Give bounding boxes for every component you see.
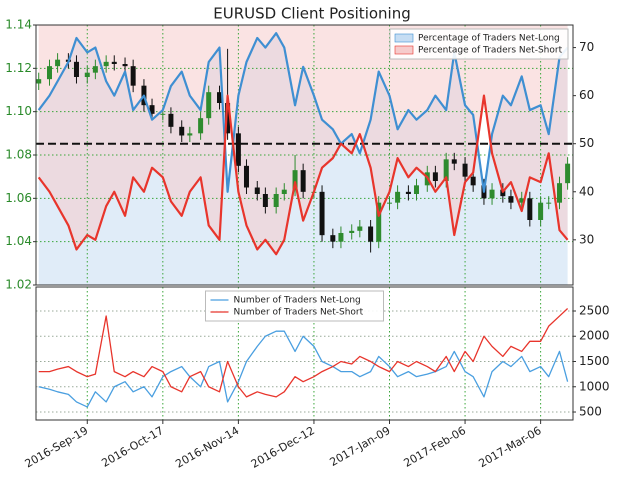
candle-body bbox=[122, 64, 128, 67]
candle-body bbox=[55, 59, 61, 67]
x-tick-label: 2017-Feb-06 bbox=[401, 424, 468, 470]
candle-body bbox=[395, 191, 401, 203]
y2-tick-label: 70 bbox=[579, 40, 594, 54]
legend-box bbox=[205, 290, 384, 322]
candle-body bbox=[500, 189, 506, 197]
y-tick-label: 1000 bbox=[579, 379, 610, 393]
y-tick-label: 1.02 bbox=[5, 278, 32, 292]
candle-body bbox=[432, 172, 438, 181]
candle-body bbox=[179, 126, 185, 136]
x-tick-label: 2016-Oct-17 bbox=[99, 424, 165, 470]
candle-body bbox=[519, 198, 525, 203]
candle-body bbox=[206, 92, 212, 119]
legend-label: Number of Traders Net-Long bbox=[234, 296, 361, 306]
candle-body bbox=[470, 176, 476, 186]
y-tick-label: 500 bbox=[579, 405, 602, 419]
y-tick-label: 1.10 bbox=[5, 104, 32, 118]
y2-tick-label: 30 bbox=[579, 232, 594, 246]
candle-body bbox=[243, 165, 249, 188]
candle-body bbox=[368, 226, 374, 242]
candle-body bbox=[84, 72, 90, 77]
candle-body bbox=[216, 92, 222, 103]
candle-body bbox=[557, 183, 563, 203]
area bbox=[38, 25, 568, 255]
x-tick-label: 2016-Dec-12 bbox=[249, 424, 317, 471]
candle-body bbox=[160, 113, 166, 115]
line bbox=[37, 32, 569, 193]
candle-body bbox=[103, 61, 109, 67]
y-tick-label: 1.08 bbox=[5, 148, 32, 162]
candle-body bbox=[281, 189, 287, 194]
y-tick-label: 2000 bbox=[579, 329, 610, 343]
candle-body bbox=[92, 66, 98, 73]
y-tick-label: 1.12 bbox=[5, 61, 32, 75]
y2-tick-label: 60 bbox=[579, 88, 594, 102]
candle-body bbox=[489, 189, 495, 199]
candle-body bbox=[36, 79, 42, 84]
candle-body bbox=[349, 230, 355, 233]
candle-body bbox=[149, 105, 155, 114]
candle-body bbox=[73, 61, 79, 77]
x-tick-label: 2017-Jan-09 bbox=[328, 424, 393, 469]
legend-box bbox=[389, 28, 569, 60]
line bbox=[38, 330, 569, 408]
candle-body bbox=[254, 187, 260, 194]
candle-body bbox=[443, 159, 449, 181]
candle-body bbox=[130, 66, 136, 86]
candle-body bbox=[376, 202, 382, 242]
y-tick-label: 1500 bbox=[579, 354, 610, 368]
plot-frame bbox=[35, 286, 574, 421]
y2-tick-label: 40 bbox=[579, 184, 594, 198]
candle-body bbox=[187, 133, 193, 136]
legend-swatch bbox=[394, 33, 414, 43]
line bbox=[38, 307, 569, 398]
candle-body bbox=[273, 194, 279, 207]
candle-body bbox=[508, 196, 514, 203]
candle-body bbox=[300, 170, 306, 192]
y2-tick-label: 50 bbox=[579, 136, 594, 150]
candle-body bbox=[387, 202, 393, 204]
candle-body bbox=[338, 233, 344, 242]
candle-body bbox=[292, 170, 298, 190]
x-tick-label: 2017-Mar-06 bbox=[477, 424, 544, 470]
candle-body bbox=[111, 61, 117, 64]
candle-body bbox=[235, 133, 241, 166]
x-tick-label: 2016-Nov-14 bbox=[173, 424, 241, 471]
y-tick-label: 2500 bbox=[579, 303, 610, 317]
candle-body bbox=[527, 198, 533, 220]
candle-body bbox=[198, 118, 204, 134]
candle-body bbox=[225, 103, 231, 134]
candle-body bbox=[405, 191, 411, 194]
candle-body bbox=[330, 235, 336, 242]
candle-body bbox=[538, 202, 544, 220]
candle-body bbox=[462, 163, 468, 177]
candle-body bbox=[46, 66, 52, 80]
legend-label: Number of Traders Net-Short bbox=[234, 308, 364, 318]
y-tick-label: 1.04 bbox=[5, 234, 32, 248]
candle-body bbox=[262, 194, 268, 207]
candle-body bbox=[319, 191, 325, 236]
y-tick-label: 1.06 bbox=[5, 191, 32, 205]
candle-body bbox=[565, 163, 571, 184]
candle-body bbox=[357, 226, 363, 231]
x-tick-label: 2016-Sep-19 bbox=[23, 424, 91, 471]
line bbox=[37, 94, 569, 256]
candle-body bbox=[451, 159, 457, 164]
candle-body bbox=[546, 202, 552, 204]
candle-body bbox=[413, 185, 419, 194]
y-tick-label: 1.14 bbox=[5, 18, 32, 32]
legend-label: Percentage of Traders Net-Short bbox=[418, 46, 563, 56]
legend-label: Percentage of Traders Net-Long bbox=[418, 34, 560, 44]
legend-swatch bbox=[394, 45, 414, 55]
candle-body bbox=[168, 113, 174, 127]
chart-title: EURUSD Client Positioning bbox=[213, 5, 411, 23]
